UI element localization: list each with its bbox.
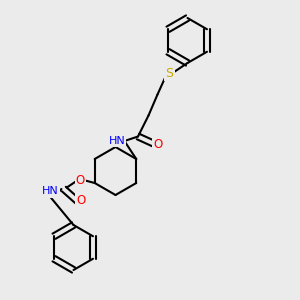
- Text: O: O: [76, 194, 86, 208]
- Text: HN: HN: [109, 136, 125, 146]
- Text: O: O: [76, 173, 85, 187]
- Text: S: S: [166, 67, 173, 80]
- Text: O: O: [154, 137, 163, 151]
- Text: HN: HN: [42, 186, 59, 197]
